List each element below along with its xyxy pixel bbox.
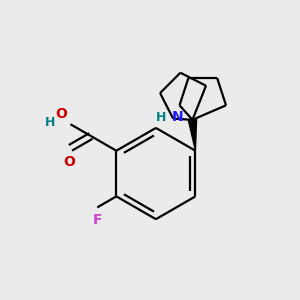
Text: H: H — [156, 111, 167, 124]
Polygon shape — [188, 119, 196, 151]
Text: O: O — [63, 155, 75, 169]
Text: O: O — [56, 107, 68, 121]
Text: H: H — [45, 116, 56, 129]
Text: F: F — [92, 213, 102, 227]
Text: N: N — [172, 110, 184, 124]
